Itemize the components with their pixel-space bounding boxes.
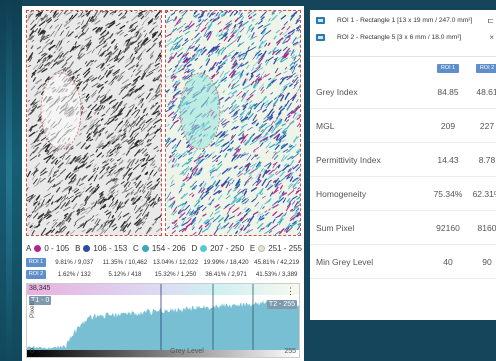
histogram-x-label: Grey Level xyxy=(170,348,204,355)
roi-stats-panel: ROI 1 - Rectangle 1 [13 x 19 mm / 247.0 … xyxy=(310,10,496,320)
stat-roi1-value: 40 xyxy=(443,257,453,267)
background-strip xyxy=(0,0,22,361)
stat-row-homogeneity: Homogeneity 75.34% 62.31% xyxy=(310,177,496,211)
roi2-class-b: 5.12% / 418 xyxy=(108,270,142,278)
roi-list-item-2[interactable]: ROI 2 - Rectangle 5 [3 x 6 mm / 18.0 mm²… xyxy=(316,30,496,44)
stat-roi2-value: 62.31% xyxy=(472,189,496,199)
roi-list-item-text: ROI 2 - Rectangle 5 [3 x 6 mm / 18.0 mm²… xyxy=(337,33,462,41)
close-icon[interactable]: × xyxy=(489,32,494,42)
roi1-class-e: 45.81% / 42,219 xyxy=(254,258,300,266)
histogram-bars xyxy=(27,299,299,350)
header-roi1: ROI 1 xyxy=(437,64,459,73)
class-a-dot-icon xyxy=(34,244,42,252)
stat-roi1-value: 209 xyxy=(440,121,456,131)
analysis-panel: A 0 - 105 B 106 - 153 C 154 - 206 D 207 … xyxy=(22,6,304,361)
legend-item-b: B 106 - 153 xyxy=(75,243,128,253)
stat-roi1-value: 14.43 xyxy=(437,155,459,165)
classified-texture xyxy=(166,11,300,235)
roi1-class-stats: ROI 1 9.81% / 9,037 11.35% / 10,462 13.0… xyxy=(26,257,302,267)
legend-item-a: A 0 - 105 xyxy=(26,243,70,253)
divider xyxy=(310,56,496,57)
grayscale-texture xyxy=(27,11,161,235)
stat-roi2-value: 8.78 xyxy=(478,155,496,165)
roi2-class-d: 36.41% / 2,971 xyxy=(205,270,247,278)
class-legend: A 0 - 105 B 106 - 153 C 154 - 206 D 207 … xyxy=(26,242,302,254)
stat-row-mgl: MGL 209 227 xyxy=(310,109,496,143)
class-c-dot-icon xyxy=(141,244,149,252)
stat-label: Min Grey Level xyxy=(316,257,374,267)
stat-row-min-grey-level: Min Grey Level 40 90 xyxy=(310,245,496,279)
roi2-class-c: 15.32% / 1,250 xyxy=(154,270,197,278)
stat-roi2-value: 8160 xyxy=(477,223,496,233)
rectangle-icon xyxy=(316,16,325,24)
legend-item-c: C 154 - 206 xyxy=(133,243,186,253)
stat-roi1-value: 75.34% xyxy=(433,189,463,199)
grayscale-image-view[interactable] xyxy=(26,10,162,236)
stat-roi1-value: 92160 xyxy=(436,223,460,233)
class-color-band xyxy=(27,284,299,295)
stat-label: Sum Pixel xyxy=(316,223,355,233)
vertical-dots-icon[interactable]: ⋮ xyxy=(286,286,295,296)
histogram-y-max: 38,345 xyxy=(29,285,51,292)
rectangle-icon xyxy=(316,33,325,41)
roi1-class-d: 19.99% / 18,420 xyxy=(203,258,249,266)
stat-label: Permittivity Index xyxy=(316,155,381,165)
histogram-plot xyxy=(27,284,299,357)
class-d-dot-icon xyxy=(200,244,208,252)
roi2-class-a: 1.62% / 132 xyxy=(57,270,91,278)
roi2-class-e: 41.53% / 3,389 xyxy=(255,270,298,278)
stat-label: MGL xyxy=(316,121,335,131)
roi-list-item-text: ROI 1 - Rectangle 1 [13 x 19 mm / 247.0 … xyxy=(337,16,473,24)
stat-label: Grey Index xyxy=(316,87,358,97)
legend-item-e: E 251 - 255 xyxy=(249,243,302,253)
threshold-t2-badge[interactable]: T2 - 255 xyxy=(266,300,297,309)
stat-roi1-value: 84.85 xyxy=(437,87,459,97)
grey-level-histogram[interactable]: 38,345 T1 - 0 T2 - 255 Pixels 0 Grey Lev… xyxy=(26,283,300,358)
color-classified-image-view[interactable] xyxy=(165,10,301,236)
roi1-class-c: 13.04% / 12,022 xyxy=(152,258,199,266)
roi1-tag: ROI 1 xyxy=(26,257,46,267)
histogram-y-label: Pixels xyxy=(29,300,36,318)
stat-roi2-value: 90 xyxy=(482,257,492,267)
stat-roi2-value: 48.61 xyxy=(476,87,496,97)
stat-row-permittivity-index: Permittivity Index 14.43 8.78 xyxy=(310,143,496,177)
threshold-t1-badge[interactable]: T1 - 0 xyxy=(29,296,52,305)
stat-label: Homogeneity xyxy=(316,189,367,199)
export-icon[interactable]: ⊏ xyxy=(487,15,494,25)
stat-row-grey-index: Grey Index 84.85 48.61 xyxy=(310,75,496,109)
stat-roi2-value: 227 xyxy=(479,121,495,131)
histogram-x-min: 0 xyxy=(30,348,34,355)
roi-list-item-1[interactable]: ROI 1 - Rectangle 1 [13 x 19 mm / 247.0 … xyxy=(316,13,496,27)
class-e-dot-icon xyxy=(258,244,266,252)
roi2-tag: ROI 2 xyxy=(26,269,46,279)
class-b-dot-icon xyxy=(83,244,91,252)
legend-item-d: D 207 - 250 xyxy=(191,243,245,253)
roi1-class-a: 9.81% / 9,037 xyxy=(55,258,94,266)
header-roi2: ROI 2 xyxy=(476,64,496,73)
grey-ramp xyxy=(27,350,299,357)
roi1-class-b: 11.35% / 10,462 xyxy=(102,258,148,266)
histogram-x-max: 255 xyxy=(284,348,296,355)
roi2-class-stats: ROI 2 1.62% / 132 5.12% / 418 15.32% / 1… xyxy=(26,269,302,279)
stat-row-sum-pixel: Sum Pixel 92160 8160 xyxy=(310,211,496,245)
